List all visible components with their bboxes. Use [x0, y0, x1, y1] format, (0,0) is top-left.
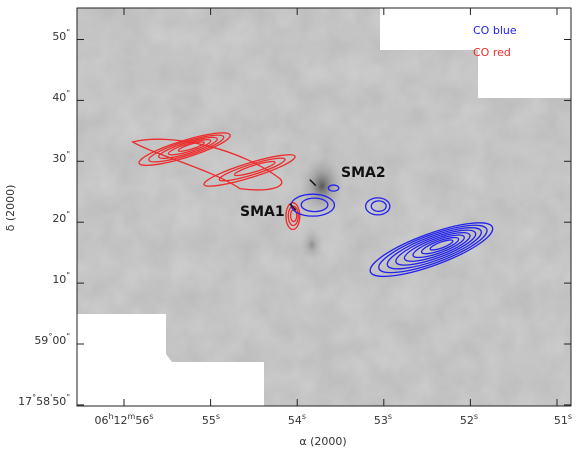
contour-blue-lobe-6-level-0 [369, 222, 494, 278]
y-tick-label-10: 10" [52, 271, 70, 286]
plot-frame [76, 7, 572, 407]
source-label-sma1: SMA1 [240, 204, 285, 220]
contour-red-lobe-0-level-2 [158, 136, 218, 159]
contour-red-lobe-0-level-3 [167, 139, 212, 156]
contour-blue-lobe-5-level-1 [370, 200, 387, 213]
y-axis-label: δ (2000) [4, 185, 17, 232]
contour-blue-lobe-4-level-0 [327, 184, 340, 192]
contour-red-outflow-envelope [130, 138, 283, 191]
y-tick-label-30: 30" [52, 150, 70, 165]
x-tick-label-51: 51s [554, 412, 572, 427]
contour-blue-lobe-6-level-7 [429, 239, 454, 251]
tick-layer [77, 8, 571, 406]
contour-red-lobe-0-level-1 [148, 134, 225, 163]
y-tick-label-20: 20" [52, 210, 70, 225]
contour-blue-lobe-6-level-5 [412, 234, 465, 259]
x-tick-label-56: 06h12m56s [94, 412, 153, 427]
contour-blue-lobe-6-level-6 [420, 236, 460, 255]
x-tick-label-52: 52s [460, 412, 478, 427]
contour-blue-lobe-6-level-1 [378, 224, 488, 274]
x-tick-label-53: 53s [374, 412, 392, 427]
contour-red-lobe-2-level-0 [285, 202, 301, 231]
dust-emission-south [300, 229, 324, 261]
source-label-sma2: SMA2 [341, 165, 386, 181]
legend-item-co-red: CO red [473, 46, 511, 59]
contour-red-lobe-1-level-0 [203, 154, 296, 187]
contour-blue-lobe-6-level-2 [386, 227, 482, 270]
plot-area [77, 8, 571, 406]
mask-top-right [380, 8, 571, 98]
contour-red-lobe-2-level-1 [287, 205, 299, 227]
y-tick-label-40: 40" [52, 89, 70, 104]
x-tick-label-54: 54s [288, 412, 306, 427]
contour-layer [130, 132, 494, 278]
contour-red-lobe-1-level-1 [218, 157, 286, 182]
contour-blue-lobe-6-level-4 [403, 231, 471, 262]
legend: CO blue CO red [473, 24, 517, 59]
legend-item-co-blue: CO blue [473, 24, 517, 37]
contour-blue-lobe-6-level-3 [395, 229, 477, 266]
source-labels: SMA1 SMA2 [240, 165, 386, 220]
contour-blue-lobe-5-level-0 [364, 197, 391, 216]
contour-red-lobe-1-level-2 [233, 160, 276, 177]
x-tick-label-55: 55s [202, 412, 220, 427]
y-tick-label-17-58-50: 17°58'50" [18, 393, 70, 408]
contour-blue-lobe-3-level-1 [300, 197, 329, 213]
x-tick-labels: 06h12m56s 55s 54s 53s 52s 51s [94, 412, 572, 427]
x-axis-label: α (2000) [299, 435, 346, 448]
y-tick-label-50: 50" [52, 28, 70, 43]
y-tick-labels: 50" 40" 30" 20" 10" 59°00" 17°58'50" [18, 28, 70, 408]
y-tick-label-59-00: 59°00" [34, 332, 70, 347]
source-marker-sma1 [289, 203, 297, 211]
source-marker-sma2 [309, 179, 317, 187]
contour-red-lobe-0-level-4 [177, 141, 205, 152]
mask-bottom-left [77, 314, 264, 406]
